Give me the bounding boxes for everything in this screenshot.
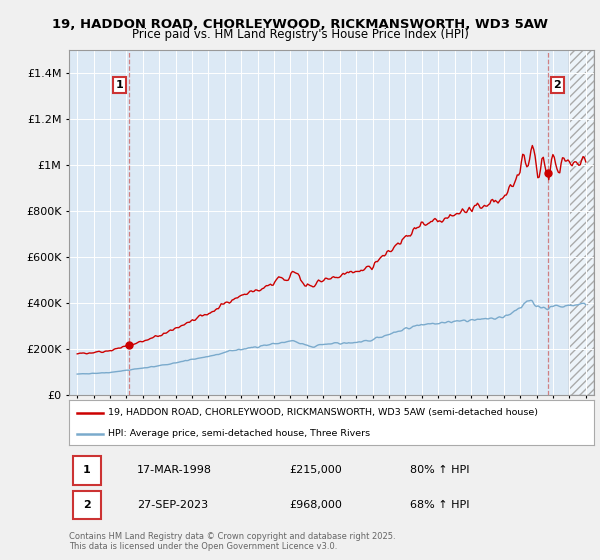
Text: 68% ↑ HPI: 68% ↑ HPI: [410, 500, 470, 510]
Text: Contains HM Land Registry data © Crown copyright and database right 2025.
This d: Contains HM Land Registry data © Crown c…: [69, 532, 395, 552]
Text: 1: 1: [115, 80, 123, 90]
Text: £968,000: £968,000: [290, 500, 343, 510]
Text: HPI: Average price, semi-detached house, Three Rivers: HPI: Average price, semi-detached house,…: [109, 430, 371, 438]
Bar: [569, 50, 594, 395]
Text: 2: 2: [83, 500, 91, 510]
Text: 80% ↑ HPI: 80% ↑ HPI: [410, 465, 470, 475]
Text: £215,000: £215,000: [290, 465, 342, 475]
Text: 17-MAR-1998: 17-MAR-1998: [137, 465, 212, 475]
Text: 2: 2: [553, 80, 561, 90]
Bar: [569, 50, 594, 395]
FancyBboxPatch shape: [73, 491, 101, 519]
Text: 19, HADDON ROAD, CHORLEYWOOD, RICKMANSWORTH, WD3 5AW: 19, HADDON ROAD, CHORLEYWOOD, RICKMANSWO…: [52, 17, 548, 31]
FancyBboxPatch shape: [73, 456, 101, 484]
Text: 1: 1: [83, 465, 91, 475]
Text: Price paid vs. HM Land Registry's House Price Index (HPI): Price paid vs. HM Land Registry's House …: [131, 28, 469, 41]
Text: 19, HADDON ROAD, CHORLEYWOOD, RICKMANSWORTH, WD3 5AW (semi-detached house): 19, HADDON ROAD, CHORLEYWOOD, RICKMANSWO…: [109, 408, 538, 417]
Text: 27-SEP-2023: 27-SEP-2023: [137, 500, 208, 510]
